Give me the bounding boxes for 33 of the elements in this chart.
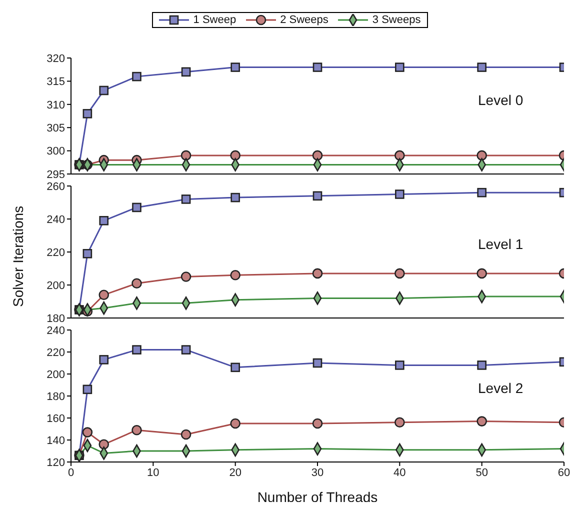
y-tick-label: 120	[46, 456, 65, 469]
annotation: Level 1	[478, 236, 524, 252]
legend-label: 3 Sweeps	[371, 14, 421, 26]
x-tick-label: 30	[311, 466, 324, 479]
y-axis-title: Solver Iterations	[10, 206, 26, 307]
y-tick-label: 310	[46, 99, 65, 112]
y-tick-label: 305	[46, 122, 65, 135]
y-tick-label: 315	[46, 76, 65, 88]
x-tick-label: 0	[68, 466, 74, 479]
y-tick-label: 160	[46, 412, 65, 425]
y-tick-label: 240	[46, 214, 65, 226]
y-tick-label: 220	[46, 246, 65, 259]
y-tick-label: 220	[46, 346, 65, 359]
x-axis-title: Number of Threads	[257, 489, 378, 505]
x-tick-label: 10	[147, 466, 160, 479]
x-tick-label: 60	[558, 466, 570, 479]
x-tick-label: 50	[476, 466, 488, 479]
x-tick-label: 20	[229, 466, 242, 479]
y-tick-label: 180	[46, 390, 65, 403]
y-tick-label: 200	[46, 368, 65, 381]
legend-label: 1 Sweep	[192, 14, 236, 26]
x-tick-label: 40	[394, 466, 406, 479]
y-tick-label: 200	[46, 280, 65, 292]
y-tick-label: 140	[46, 434, 65, 447]
annotation: Level 0	[478, 92, 524, 108]
y-tick-label: 260	[46, 180, 65, 193]
y-tick-label: 300	[46, 146, 65, 158]
annotation: Level 2	[478, 380, 524, 396]
y-tick-label: 180	[46, 312, 65, 325]
y-tick-label: 320	[46, 52, 65, 65]
y-tick-label: 295	[46, 168, 65, 181]
legend-label: 2 Sweeps	[279, 14, 328, 26]
y-tick-label: 240	[46, 324, 65, 337]
